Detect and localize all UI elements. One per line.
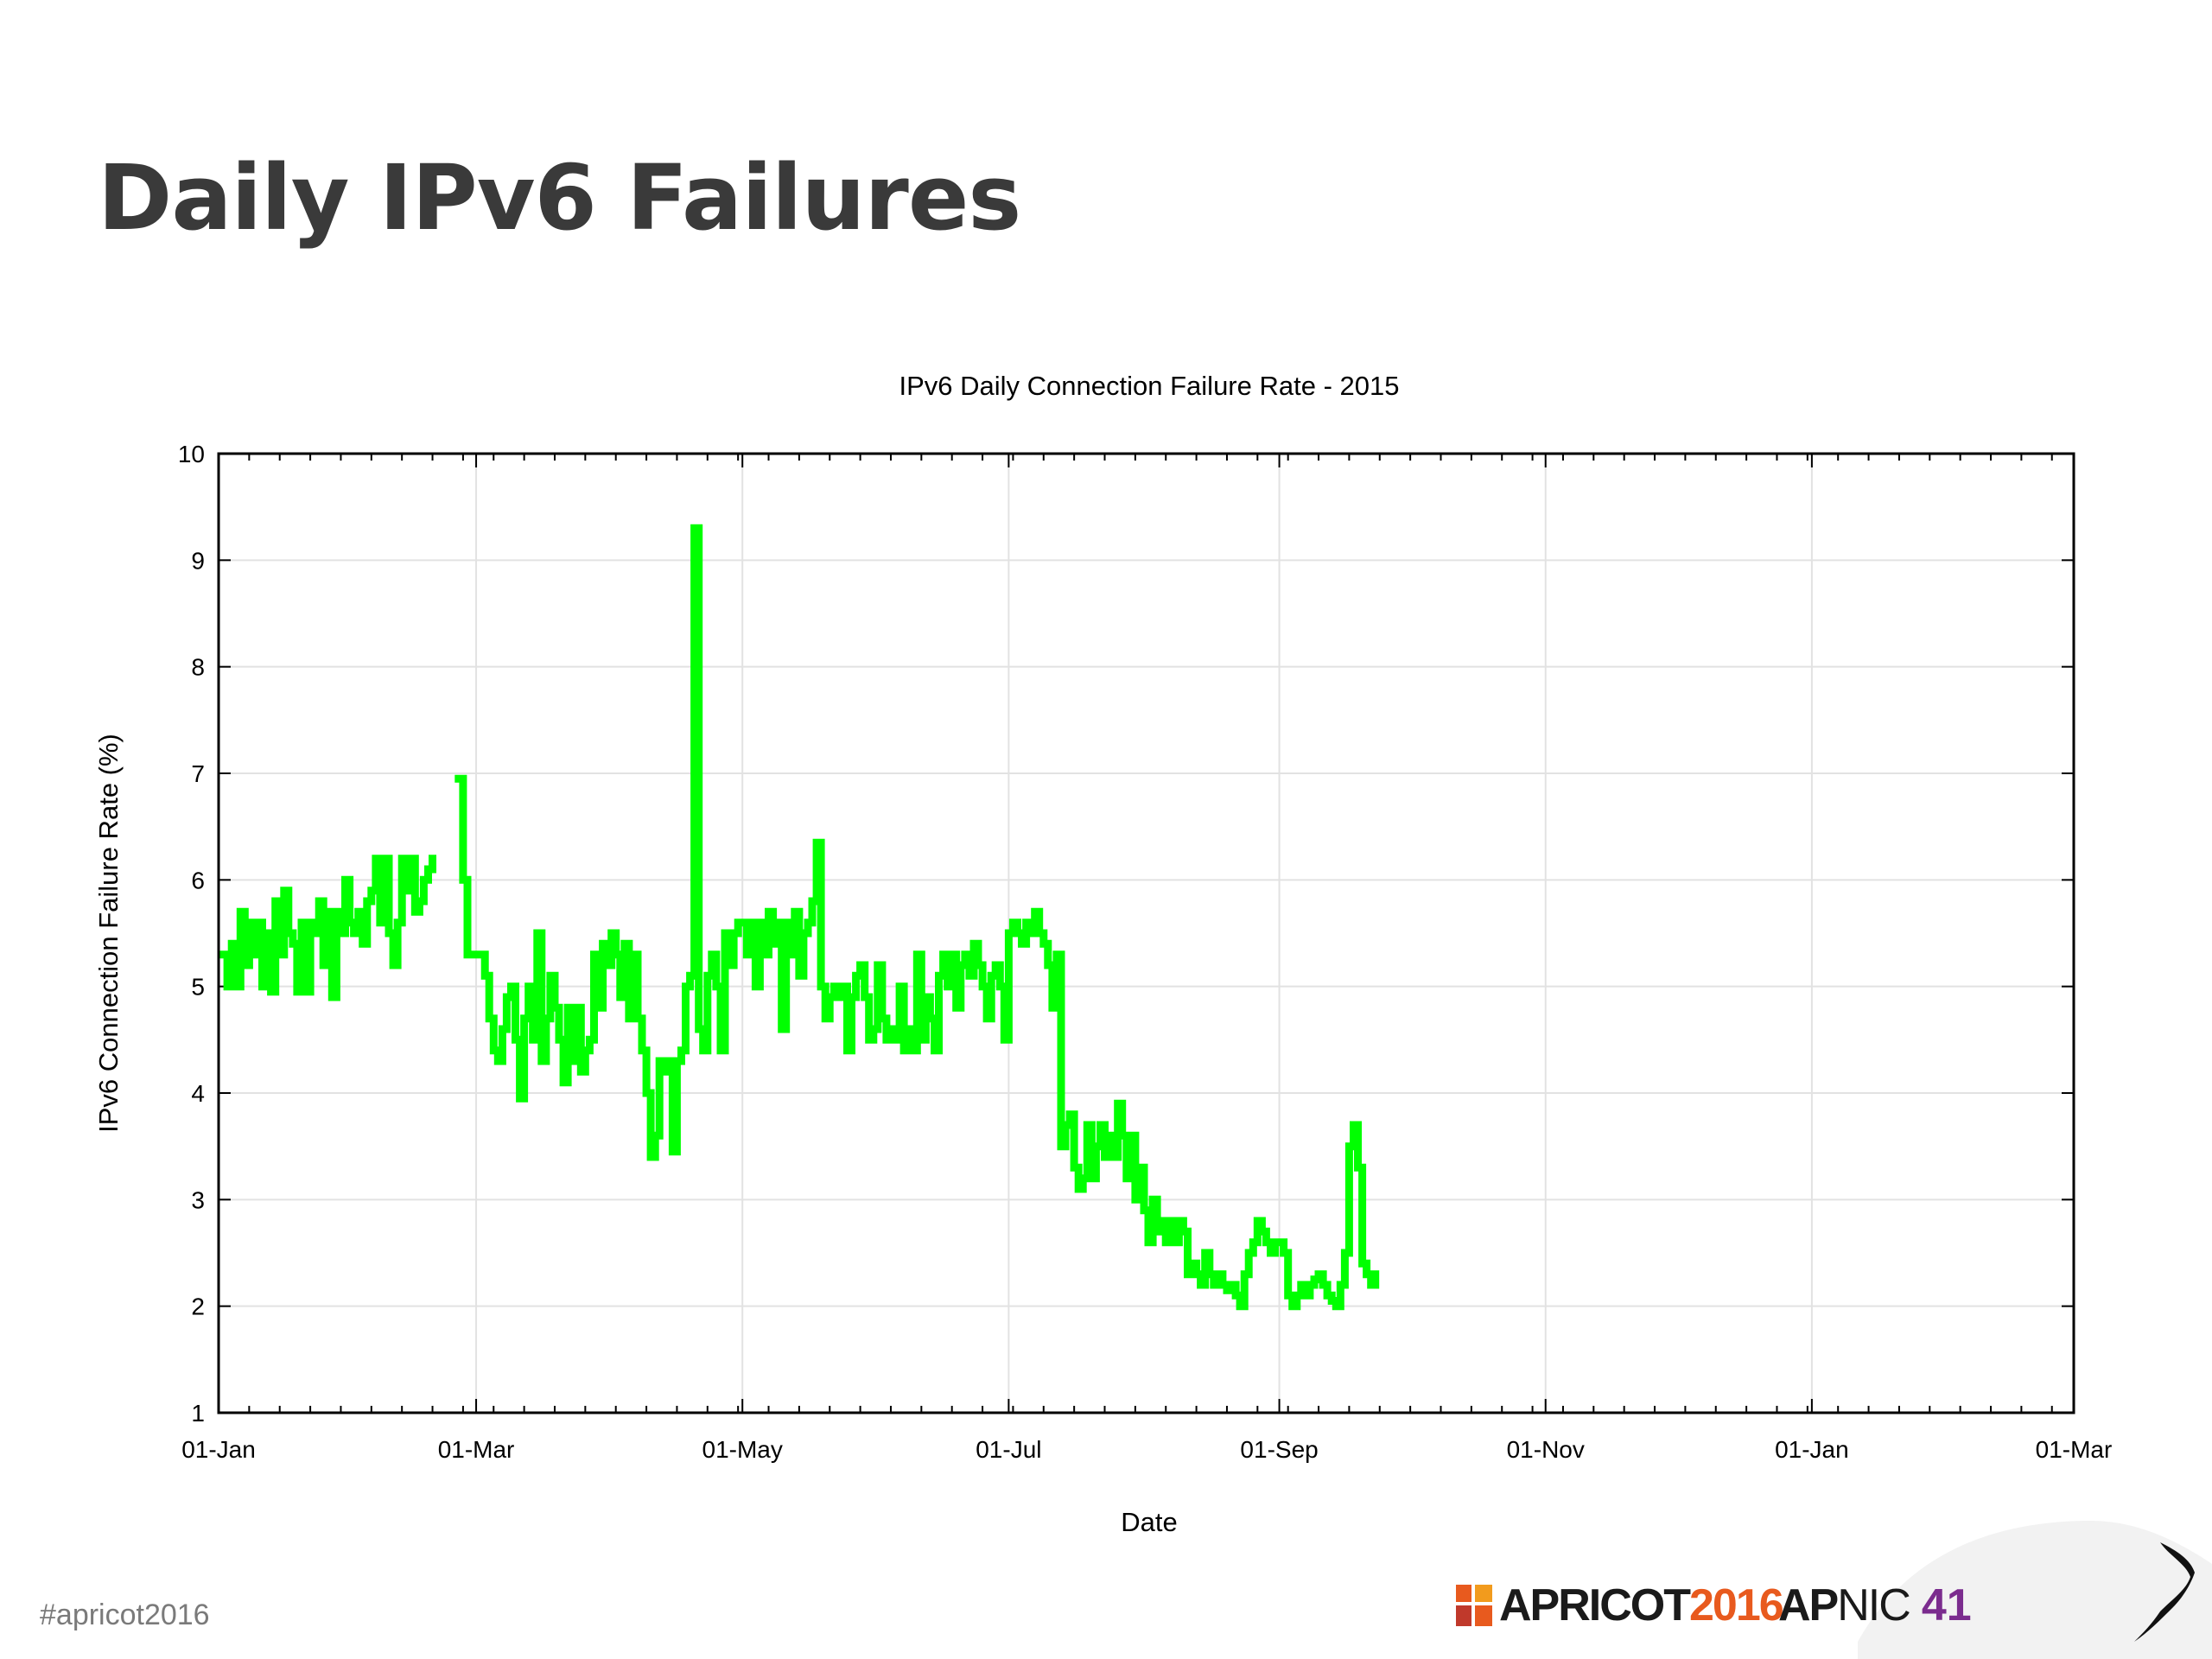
apnic-logo: AP NIC 41 [1778, 1578, 1972, 1633]
y-tick-label: 6 [191, 867, 205, 893]
y-axis-label: IPv6 Connection Failure Rate (%) [93, 734, 124, 1133]
y-tick-label: 1 [191, 1400, 205, 1427]
axes: 1 2 3 4 5 6 7 8 9 10 01-Jan 01-Mar 01-May 01-Jul 01-Se… [178, 441, 2113, 1463]
plot-area [219, 454, 2074, 1413]
apricot-year: 2016 [1689, 1580, 1784, 1630]
y-tick-label: 2 [191, 1294, 205, 1320]
plot-frame [217, 452, 2075, 1414]
apricot-wordmark: APRICOT [1499, 1580, 1691, 1630]
apricot-logo: APRICOT 2016 [1456, 1578, 1784, 1633]
series-layer [219, 524, 1380, 1311]
series-line [219, 524, 1380, 1311]
x-tick-label: 01-Nov [1507, 1436, 1585, 1463]
x-tick-label: 01-Jan [1775, 1436, 1849, 1463]
nz-map-decoration [1858, 1521, 2212, 1659]
x-tick-label: 01-Mar [2036, 1436, 2113, 1463]
y-tick-label: 7 [191, 760, 205, 787]
y-tick-label: 10 [178, 441, 205, 467]
line-chart: 1 2 3 4 5 6 7 8 9 10 01-Jan 01-Mar 01-May 01-Jul 01-Se… [93, 371, 2113, 1537]
x-tick-label: 01-May [702, 1436, 783, 1463]
x-tick-label: 01-Jul [976, 1436, 1041, 1463]
y-tick-label: 3 [191, 1186, 205, 1213]
y-tick-label: 9 [191, 547, 205, 574]
x-axis-label: Date [1121, 1507, 1177, 1537]
x-tick-label: 01-Mar [438, 1436, 515, 1463]
x-tick-label: 01-Sep [1240, 1436, 1318, 1463]
apnic-nic: NIC [1837, 1580, 1911, 1630]
apricot-mark-icon [1456, 1585, 1492, 1626]
y-tick-label: 4 [191, 1080, 205, 1107]
x-tick-label: 01-Jan [181, 1436, 256, 1463]
apnic-number: 41 [1921, 1580, 1972, 1630]
apnic-ap: AP [1778, 1580, 1839, 1630]
y-tick-label: 8 [191, 654, 205, 681]
slide-title: Daily IPv6 Failures [98, 145, 1021, 251]
hashtag: #apricot2016 [40, 1599, 210, 1631]
chart-title: IPv6 Daily Connection Failure Rate - 201… [899, 371, 1400, 401]
y-tick-label: 5 [191, 974, 205, 1001]
